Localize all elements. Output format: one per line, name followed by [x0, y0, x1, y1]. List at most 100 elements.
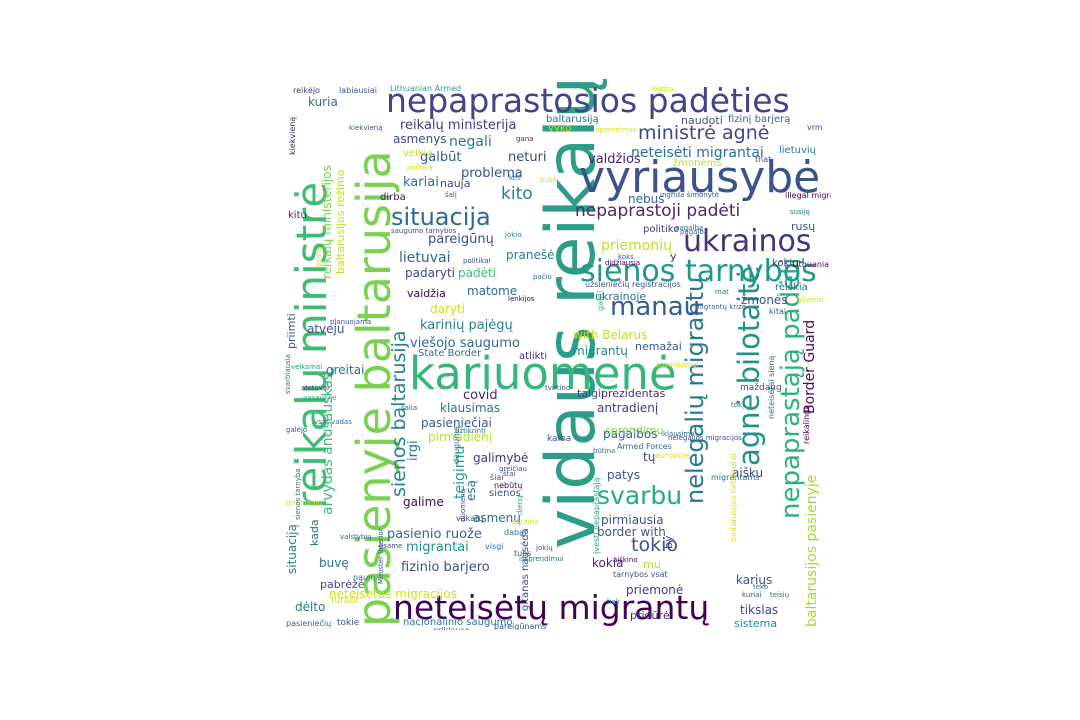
word: keli — [509, 174, 522, 182]
word: maždaug — [740, 383, 782, 393]
word: galėjo — [286, 426, 308, 434]
word: šiai — [490, 473, 504, 482]
word: galbūt — [420, 150, 462, 165]
word: pasienio ruože — [387, 527, 482, 542]
word: dėlto — [295, 600, 326, 614]
word: išsprendimui — [519, 555, 564, 563]
word: naujų — [353, 573, 376, 582]
word: daryti — [430, 302, 466, 316]
word: kitu — [288, 210, 307, 221]
word: leidžia — [651, 85, 674, 93]
word: teko — [753, 583, 769, 591]
word: dirba — [380, 192, 406, 203]
word: tarnybos vsat — [613, 570, 668, 579]
word: vsat vadas — [314, 418, 352, 426]
word: gauti — [596, 290, 605, 311]
word: sienos baltarusija — [388, 330, 410, 497]
word: covid — [463, 388, 498, 403]
word: prezidentas — [601, 387, 666, 400]
word: baltarusijos pasienyje — [804, 474, 820, 627]
word: tokio — [631, 534, 678, 556]
word: nebus — [628, 192, 665, 206]
word: pareigūnų — [428, 232, 494, 247]
word: priemonė — [626, 583, 684, 597]
word: saugumo tarnybos — [391, 227, 457, 235]
word: lenkijos — [508, 295, 535, 303]
word: sienos — [489, 488, 521, 499]
word: kokio — [772, 258, 799, 269]
word: labiausiai — [339, 86, 377, 95]
word: koks — [618, 253, 634, 261]
word: atlikti — [519, 351, 548, 362]
word: svarbiausia — [284, 354, 292, 394]
word: illegal migrant — [785, 191, 831, 200]
word: užsieniečių registracijos — [585, 280, 681, 289]
word: būtina — [593, 447, 616, 455]
word: lietuvių — [779, 145, 817, 156]
word: atveju — [307, 322, 345, 336]
word: matome — [467, 284, 518, 298]
word: sprendimas — [596, 126, 637, 134]
word: kada — [308, 519, 321, 546]
word: valstybių — [340, 533, 372, 541]
word: aišku — [732, 466, 764, 480]
word: klausimo — [663, 430, 695, 438]
word: žmonės — [741, 293, 788, 307]
word: kuria — [308, 95, 338, 109]
word: reikalinga — [802, 404, 811, 444]
word: sienos tarnyba — [294, 468, 302, 520]
word: pabrėžė — [320, 578, 365, 591]
word: Border Guard — [802, 319, 818, 414]
word: pareigūnams — [494, 622, 547, 631]
word: lietuvai — [399, 250, 451, 266]
word: situaciją — [285, 524, 299, 574]
word: reikalų ministerija — [400, 118, 517, 133]
word: neteisėti migrantai — [631, 145, 764, 161]
word: gitanas nausėda — [520, 528, 531, 611]
word: atstovai — [301, 384, 330, 392]
word: jokių — [536, 544, 553, 552]
word: gyventi — [797, 296, 824, 304]
word: pačio — [533, 273, 552, 281]
word: problema — [461, 166, 523, 181]
word: didžiausia — [605, 259, 641, 267]
word: šiek — [606, 598, 620, 606]
word: buvę — [319, 556, 349, 570]
word: klausimas — [440, 401, 501, 415]
word: tokie — [337, 618, 360, 628]
word: nelegalios migracijos — [668, 434, 742, 442]
word: mat — [715, 288, 729, 296]
word: pirmiausia — [601, 513, 664, 527]
word: migrantai — [406, 540, 469, 555]
word: priemonių — [601, 238, 672, 254]
word: Lithuanian Armed — [390, 84, 462, 93]
word: kiekvieną — [349, 124, 383, 132]
word: migrantams — [711, 473, 760, 482]
word: mu — [643, 558, 661, 571]
word: kalba — [547, 434, 572, 444]
word: kito — [501, 184, 533, 204]
word: veikia — [403, 148, 433, 159]
word: by — [662, 535, 675, 550]
word: fizinį barjerą — [728, 114, 791, 125]
word: sprendimų — [285, 499, 323, 507]
word: situacija — [391, 203, 491, 231]
word: duomenų — [459, 488, 467, 522]
word: asmenys — [393, 132, 447, 146]
word: planuojama — [330, 318, 372, 326]
word: Armed Forces — [617, 442, 672, 451]
word: galime — [403, 495, 444, 509]
word: valdžia — [407, 287, 446, 300]
word: pasieniečių — [286, 619, 332, 628]
word: kiekvieną — [288, 116, 297, 155]
word: nepaprastoji padėti — [575, 201, 741, 221]
word: valdžios — [588, 152, 641, 167]
word: baltarusijos režimo — [334, 169, 347, 274]
word: patys — [607, 468, 641, 482]
word: ministrė agnė — [638, 122, 770, 144]
word: tų — [643, 450, 656, 464]
word: y — [670, 250, 677, 263]
word: nemažai — [635, 340, 682, 353]
word: Lithuania — [792, 260, 830, 269]
word: esmė — [315, 247, 323, 267]
